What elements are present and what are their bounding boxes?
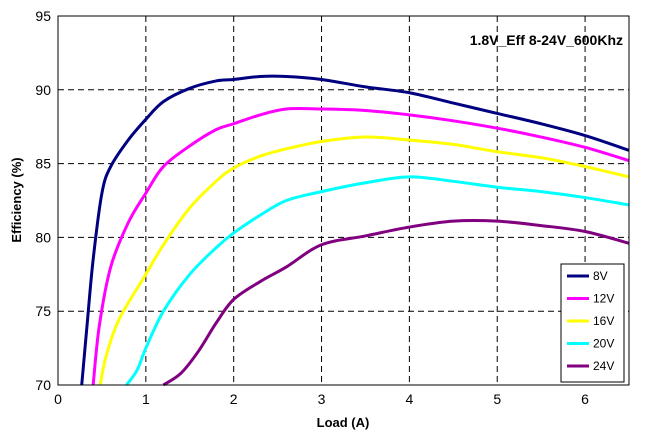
x-tick-label: 5: [493, 391, 501, 407]
y-axis-title: Efficiency (%): [9, 157, 24, 242]
y-tick-label: 85: [35, 156, 51, 172]
y-tick-label: 80: [35, 229, 51, 245]
legend-box: [560, 263, 625, 383]
x-tick-label: 2: [230, 391, 238, 407]
x-tick-label: 4: [405, 391, 413, 407]
legend: 8V 12V 16V 20V 24V: [560, 263, 625, 383]
y-tick-label: 95: [35, 8, 51, 24]
x-tick-label: 0: [54, 391, 62, 407]
legend-label-12v: 12V: [593, 292, 614, 306]
y-tick-label: 75: [35, 303, 51, 319]
x-tick-label: 1: [142, 391, 150, 407]
legend-label-20v: 20V: [593, 337, 614, 351]
x-axis-title: Load (A): [317, 415, 370, 430]
chart-title: 1.8V_Eff 8-24V_600Khz: [470, 32, 623, 48]
legend-label-24v: 24V: [593, 359, 614, 373]
plot-border: [57, 15, 630, 386]
x-tick-label: 3: [318, 391, 326, 407]
x-tick-label: 6: [581, 391, 589, 407]
series-line-20v: [125, 175, 630, 386]
legend-label-8v: 8V: [593, 269, 608, 283]
series-line-16v: [98, 135, 630, 386]
gridlines: [58, 16, 629, 385]
series-line-8v: [80, 74, 630, 386]
legend-label-16v: 16V: [593, 314, 614, 328]
series-lines: [80, 74, 630, 387]
y-tick-label: 90: [35, 82, 51, 98]
series-line-24v: [162, 219, 630, 387]
series-line-12v: [91, 106, 630, 386]
plot-area: [58, 16, 629, 385]
tick-labels: 0 1 2 3 4 5 6 70 75 80 85 90 95: [35, 8, 589, 407]
y-tick-label: 70: [35, 377, 51, 393]
